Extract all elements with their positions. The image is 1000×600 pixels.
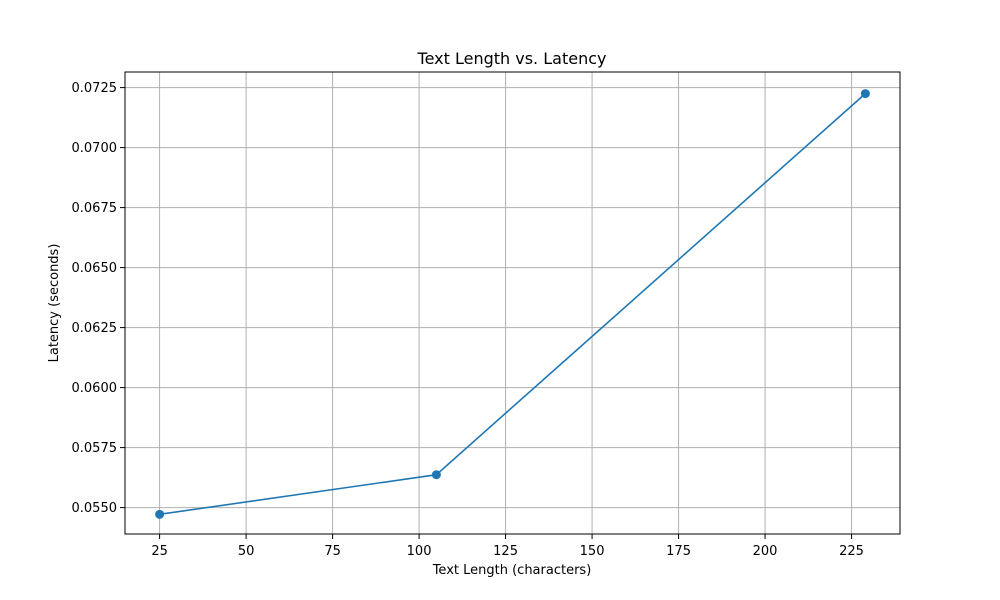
y-tick-label: 0.0675: [72, 201, 118, 216]
x-tick-label: 75: [324, 544, 341, 559]
x-tick-label: 50: [238, 544, 255, 559]
x-tick-label: 225: [839, 544, 864, 559]
grid: [125, 72, 900, 534]
x-tick-label: 175: [666, 544, 691, 559]
plot-area-frame: [124, 71, 901, 535]
x-tick-label: 200: [753, 544, 778, 559]
y-tick-label: 0.0725: [72, 81, 118, 96]
y-tick-label: 0.0550: [72, 501, 118, 516]
ticks: 25 50 75 100 125 150 175 200 225 0.0550 0.0575 0.06…: [72, 81, 864, 559]
y-tick-label: 0.0575: [72, 441, 118, 456]
data-point: [431, 470, 441, 480]
data-point: [155, 509, 165, 519]
y-tick-label: 0.0700: [72, 141, 118, 156]
x-tick-label: 150: [580, 544, 605, 559]
x-axis-label: Text Length (characters): [432, 563, 592, 578]
chart-title: Text Length vs. Latency: [417, 49, 607, 68]
y-axis-label: Latency (seconds): [47, 244, 62, 363]
series-line: [159, 93, 866, 516]
x-tick-label: 25: [151, 544, 168, 559]
data-point: [860, 89, 870, 99]
y-tick-label: 0.0625: [72, 321, 118, 336]
series-layer: [155, 89, 870, 519]
x-tick-label: 100: [407, 544, 432, 559]
y-tick-label: 0.0600: [72, 381, 118, 396]
y-tick-label: 0.0650: [72, 261, 118, 276]
x-tick-label: 125: [493, 544, 518, 559]
